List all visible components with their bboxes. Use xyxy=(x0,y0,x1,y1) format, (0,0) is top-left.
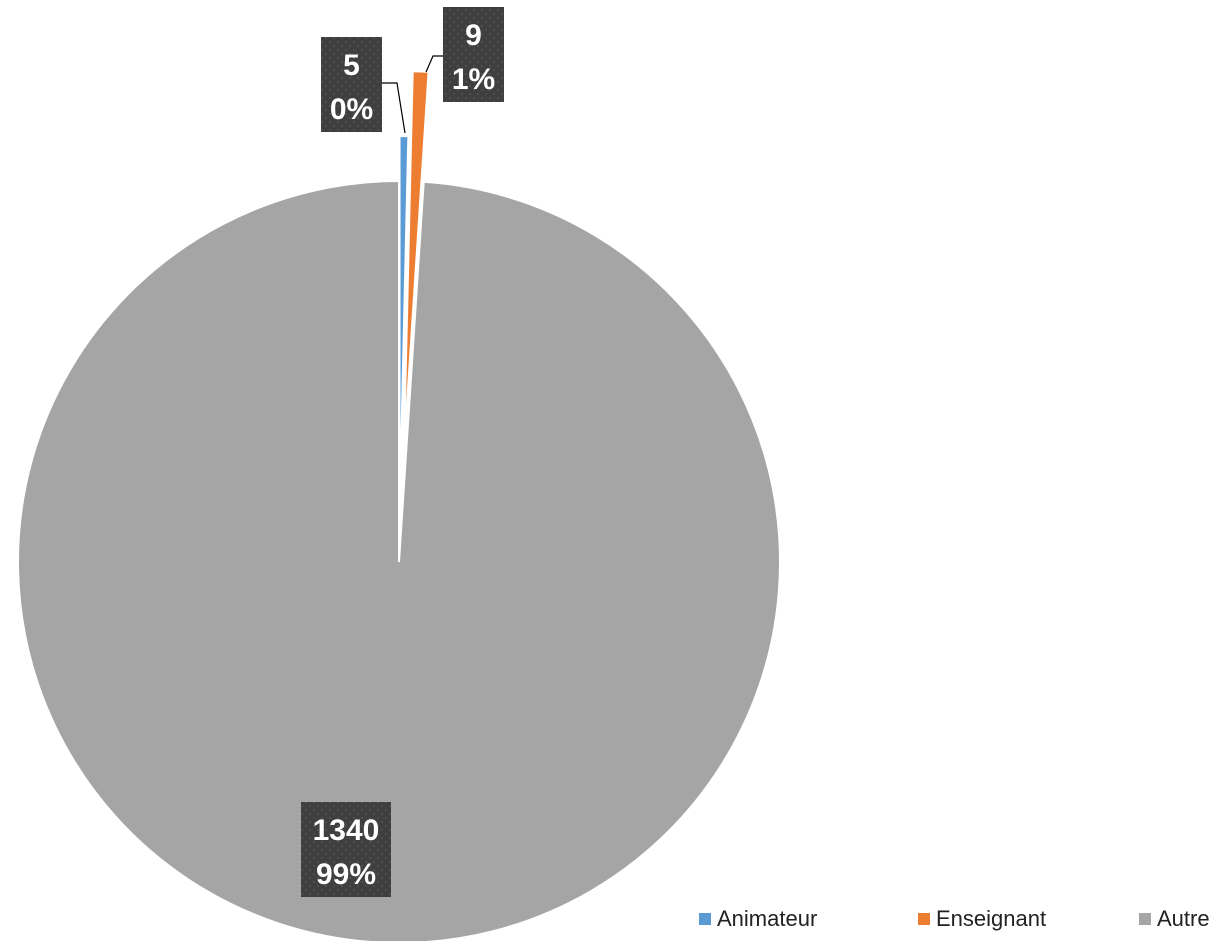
legend-label-enseignant: Enseignant xyxy=(936,906,1046,931)
data-label-percent-animateur: 0% xyxy=(330,93,373,126)
leader-line-animateur xyxy=(382,82,406,134)
data-label-value-animateur: 5 xyxy=(343,49,360,82)
data-label-value-enseignant: 9 xyxy=(465,19,482,52)
data-label-box-enseignant xyxy=(443,7,504,102)
pie-slice-enseignant xyxy=(402,70,430,453)
legend: Animateur Enseignant Autre xyxy=(699,906,1210,931)
legend-swatch-enseignant xyxy=(918,913,930,925)
pie-slice-autre xyxy=(17,179,781,941)
legend-label-autre: Autre xyxy=(1157,906,1210,931)
legend-item-autre: Autre xyxy=(1139,906,1210,931)
legend-swatch-animateur xyxy=(699,913,711,925)
data-label-box-animateur xyxy=(321,37,382,132)
leader-line-enseignant xyxy=(425,55,443,73)
legend-label-animateur: Animateur xyxy=(717,906,817,931)
legend-swatch-autre xyxy=(1139,913,1151,925)
legend-item-enseignant: Enseignant xyxy=(918,906,1046,931)
legend-item-animateur: Animateur xyxy=(699,906,817,931)
data-label-box-autre xyxy=(301,802,391,897)
data-label-percent-autre: 99% xyxy=(316,858,376,891)
data-label-percent-enseignant: 1% xyxy=(452,63,495,96)
data-label-value-autre: 1340 xyxy=(313,814,380,847)
pie-slice-animateur xyxy=(398,135,410,518)
